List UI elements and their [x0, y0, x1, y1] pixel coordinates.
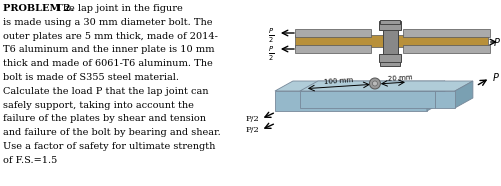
Text: thick and made of 6061-T6 aluminum. The: thick and made of 6061-T6 aluminum. The [3, 59, 212, 68]
Text: bolt is made of S355 steel material.: bolt is made of S355 steel material. [3, 73, 179, 82]
Circle shape [372, 81, 377, 86]
Polygon shape [434, 91, 454, 108]
Text: $\frac{P}{2}$: $\frac{P}{2}$ [267, 45, 274, 63]
Polygon shape [454, 81, 472, 108]
Text: outer plates are 5 mm thick, made of 2014-: outer plates are 5 mm thick, made of 201… [3, 32, 217, 41]
Text: safely support, taking into account the: safely support, taking into account the [3, 101, 193, 110]
Polygon shape [275, 81, 444, 91]
Circle shape [369, 78, 380, 89]
Polygon shape [299, 91, 434, 108]
FancyBboxPatch shape [295, 35, 487, 47]
FancyBboxPatch shape [295, 29, 370, 37]
Text: 20 mm: 20 mm [387, 74, 412, 82]
Text: failure of the plates by shear and tension: failure of the plates by shear and tensi… [3, 114, 205, 123]
FancyBboxPatch shape [402, 29, 489, 37]
FancyBboxPatch shape [379, 62, 399, 66]
Text: T6 aluminum and the inner plate is 10 mm: T6 aluminum and the inner plate is 10 mm [3, 45, 214, 54]
FancyBboxPatch shape [402, 45, 489, 53]
Text: $\frac{P}{2}$: $\frac{P}{2}$ [267, 27, 274, 45]
Polygon shape [299, 81, 472, 91]
Text: P/2: P/2 [244, 115, 259, 123]
Text: is made using a 30 mm diameter bolt. The: is made using a 30 mm diameter bolt. The [3, 18, 212, 27]
Text: P/2: P/2 [244, 126, 259, 134]
FancyBboxPatch shape [378, 54, 400, 62]
FancyBboxPatch shape [378, 21, 400, 30]
Text: Use a factor of safety for ultimate strength: Use a factor of safety for ultimate stre… [3, 142, 215, 151]
Text: $P$: $P$ [492, 36, 500, 48]
Text: Calculate the load P that the lap joint can: Calculate the load P that the lap joint … [3, 87, 208, 96]
Text: PROBLEM 2.: PROBLEM 2. [3, 4, 74, 13]
Text: The lap joint in the figure: The lap joint in the figure [53, 4, 182, 13]
Text: $P$: $P$ [491, 71, 499, 83]
FancyBboxPatch shape [382, 28, 397, 54]
Polygon shape [426, 81, 444, 111]
FancyBboxPatch shape [379, 20, 399, 24]
Text: 100 mm: 100 mm [323, 78, 353, 86]
Text: of F.S.=1.5: of F.S.=1.5 [3, 156, 57, 165]
Polygon shape [275, 91, 426, 111]
FancyBboxPatch shape [295, 45, 370, 53]
Text: and failure of the bolt by bearing and shear.: and failure of the bolt by bearing and s… [3, 128, 220, 137]
